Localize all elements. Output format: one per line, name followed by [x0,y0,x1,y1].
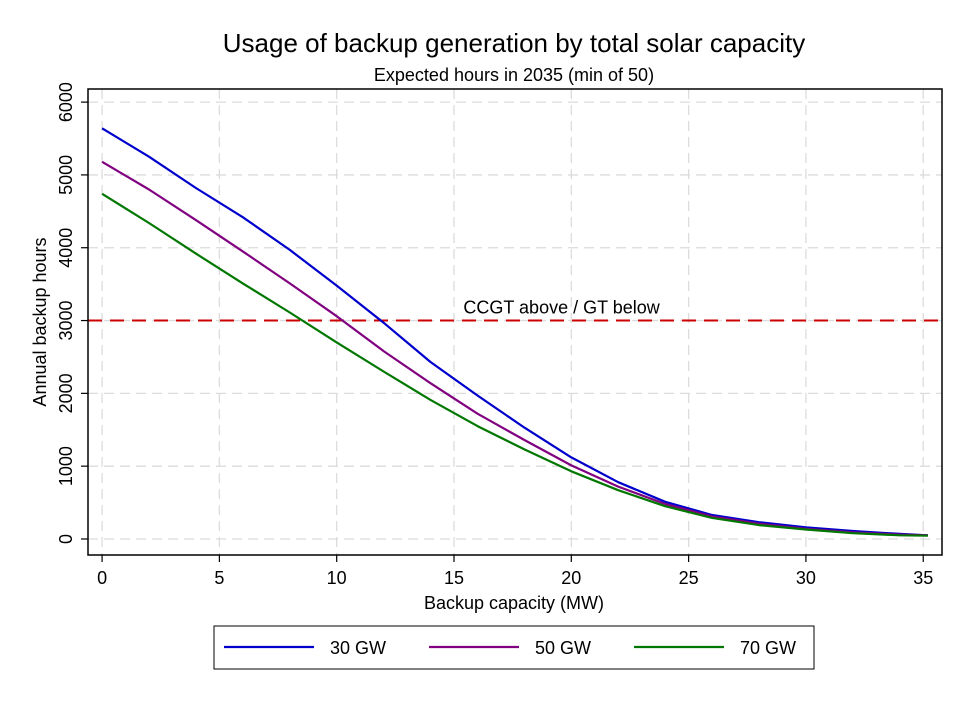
legend-items: 30 GW 50 GW 70 GW [224,638,796,658]
reference-line-label: CCGT above / GT below [463,298,660,318]
legend: 30 GW 50 GW 70 GW [213,625,815,670]
plot-frame [87,88,943,556]
x-tick-label: 5 [214,568,224,588]
legend-label: 70 GW [740,638,796,658]
y-tick-label: 3000 [56,301,76,341]
y-tick-label: 0 [56,534,76,544]
x-tick-label: 30 [796,568,816,588]
x-tick-label: 25 [679,568,699,588]
x-axis-label: Backup capacity (MW) [424,593,604,613]
series-line-30-gw [101,127,928,537]
series-line-50-gw [101,160,928,537]
y-tick-label: 4000 [56,228,76,268]
x-tick-label: 0 [97,568,107,588]
y-tick-label: 6000 [56,82,76,122]
chart-title: Usage of backup generation by total sola… [223,28,805,58]
x-tick-label: 20 [561,568,581,588]
x-tick-label: 35 [913,568,933,588]
y-axis-label: Annual backup hours [30,237,50,406]
legend-label: 30 GW [330,638,386,658]
chart-subtitle: Expected hours in 2035 (min of 50) [374,65,654,85]
y-tick-label: 1000 [56,446,76,486]
reference-line-group: CCGT above / GT below [88,298,942,322]
legend-label: 50 GW [535,638,591,658]
x-tick-label: 15 [444,568,464,588]
series-line-70-gw [101,192,928,537]
grid [88,89,942,555]
y-tick-label: 5000 [56,155,76,195]
series-group [101,127,928,537]
y-tick-label: 2000 [56,373,76,413]
axis-ticks: 0 5 10 15 20 25 30 35 0 1000 2000 3000 4000 5000 6000 [56,82,933,588]
x-tick-label: 10 [327,568,347,588]
